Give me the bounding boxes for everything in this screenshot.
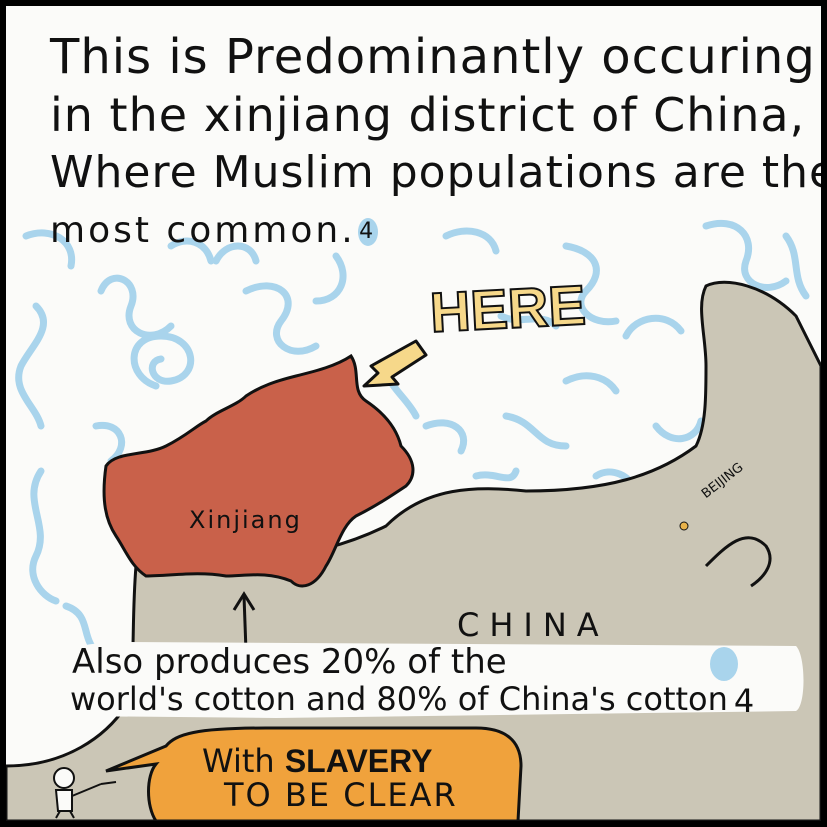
caption-line-2: in the xinjiang district of China, xyxy=(50,88,806,142)
note-footnote-bubble xyxy=(710,647,738,681)
china-label: CHINA xyxy=(457,606,609,644)
cartoon-character xyxy=(53,767,117,819)
banner-slavery: SLAVERY xyxy=(284,743,433,779)
comic-panel: This is Predominantly occuring in the xi… xyxy=(6,6,821,821)
here-label: HERE xyxy=(427,272,588,345)
up-arrow xyxy=(232,591,256,652)
coastline-detail xyxy=(704,536,772,588)
banner-bubble xyxy=(105,726,523,821)
note-background xyxy=(66,642,804,718)
banner-with: With xyxy=(202,742,275,780)
caption-line-3: Where Muslim populations are the xyxy=(50,147,821,198)
banner-line-2: TO BE CLEAR xyxy=(224,776,458,814)
banner-line-1: With SLAVERY xyxy=(202,742,432,780)
xinjiang-label: Xinjiang xyxy=(189,506,302,534)
caption: This is Predominantly occuring in the xi… xyxy=(50,28,821,260)
map-illustration xyxy=(6,219,821,821)
caption-line-1: This is Predominantly occuring xyxy=(50,29,816,85)
here-arrow xyxy=(362,339,428,388)
xinjiang-region xyxy=(102,353,415,588)
note-line-1: Also produces 20% of the xyxy=(72,642,507,682)
caption-footnote: 4 xyxy=(357,218,378,246)
caption-line-4: most common. 4 xyxy=(50,202,810,260)
beijing-dot xyxy=(679,521,689,531)
caption-line-4-text: most common. xyxy=(50,210,356,251)
note-line-2-text: world's cotton and 80% of China's cotton xyxy=(70,680,728,718)
note-line-2: world's cotton and 80% of China's cotton… xyxy=(70,680,754,718)
note-footnote: 4 xyxy=(733,682,755,720)
